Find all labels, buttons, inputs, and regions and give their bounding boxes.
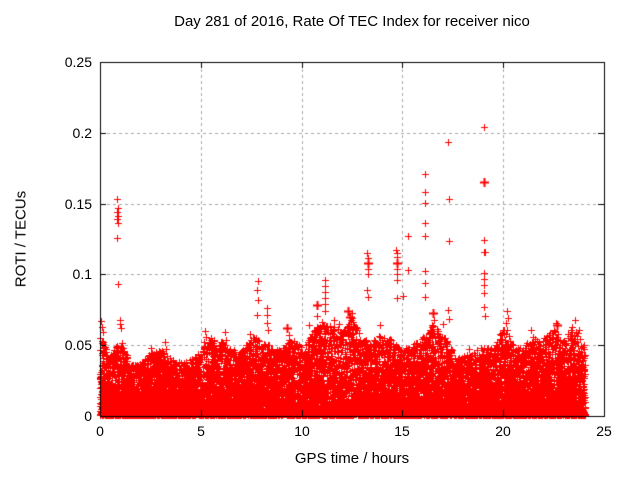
x-tick-label: 10 xyxy=(294,423,310,439)
x-tick-label: 5 xyxy=(197,423,205,439)
y-tick-label: 0.15 xyxy=(64,196,92,212)
chart-title: Day 281 of 2016, Rate Of TEC Index for r… xyxy=(174,13,530,30)
y-tick-label: 0 xyxy=(84,408,92,424)
x-tick-label: 20 xyxy=(495,423,511,439)
x-axis-title: GPS time / hours xyxy=(294,450,410,467)
x-tick-label: 0 xyxy=(96,423,104,439)
y-tick-label: 0.1 xyxy=(72,266,92,282)
x-tick-label: 25 xyxy=(596,423,612,439)
x-tick-label: 15 xyxy=(394,423,410,439)
y-tick-label: 0.05 xyxy=(64,337,92,353)
y-tick-label: 0.2 xyxy=(72,125,92,141)
y-tick-label: 0.25 xyxy=(64,54,92,70)
